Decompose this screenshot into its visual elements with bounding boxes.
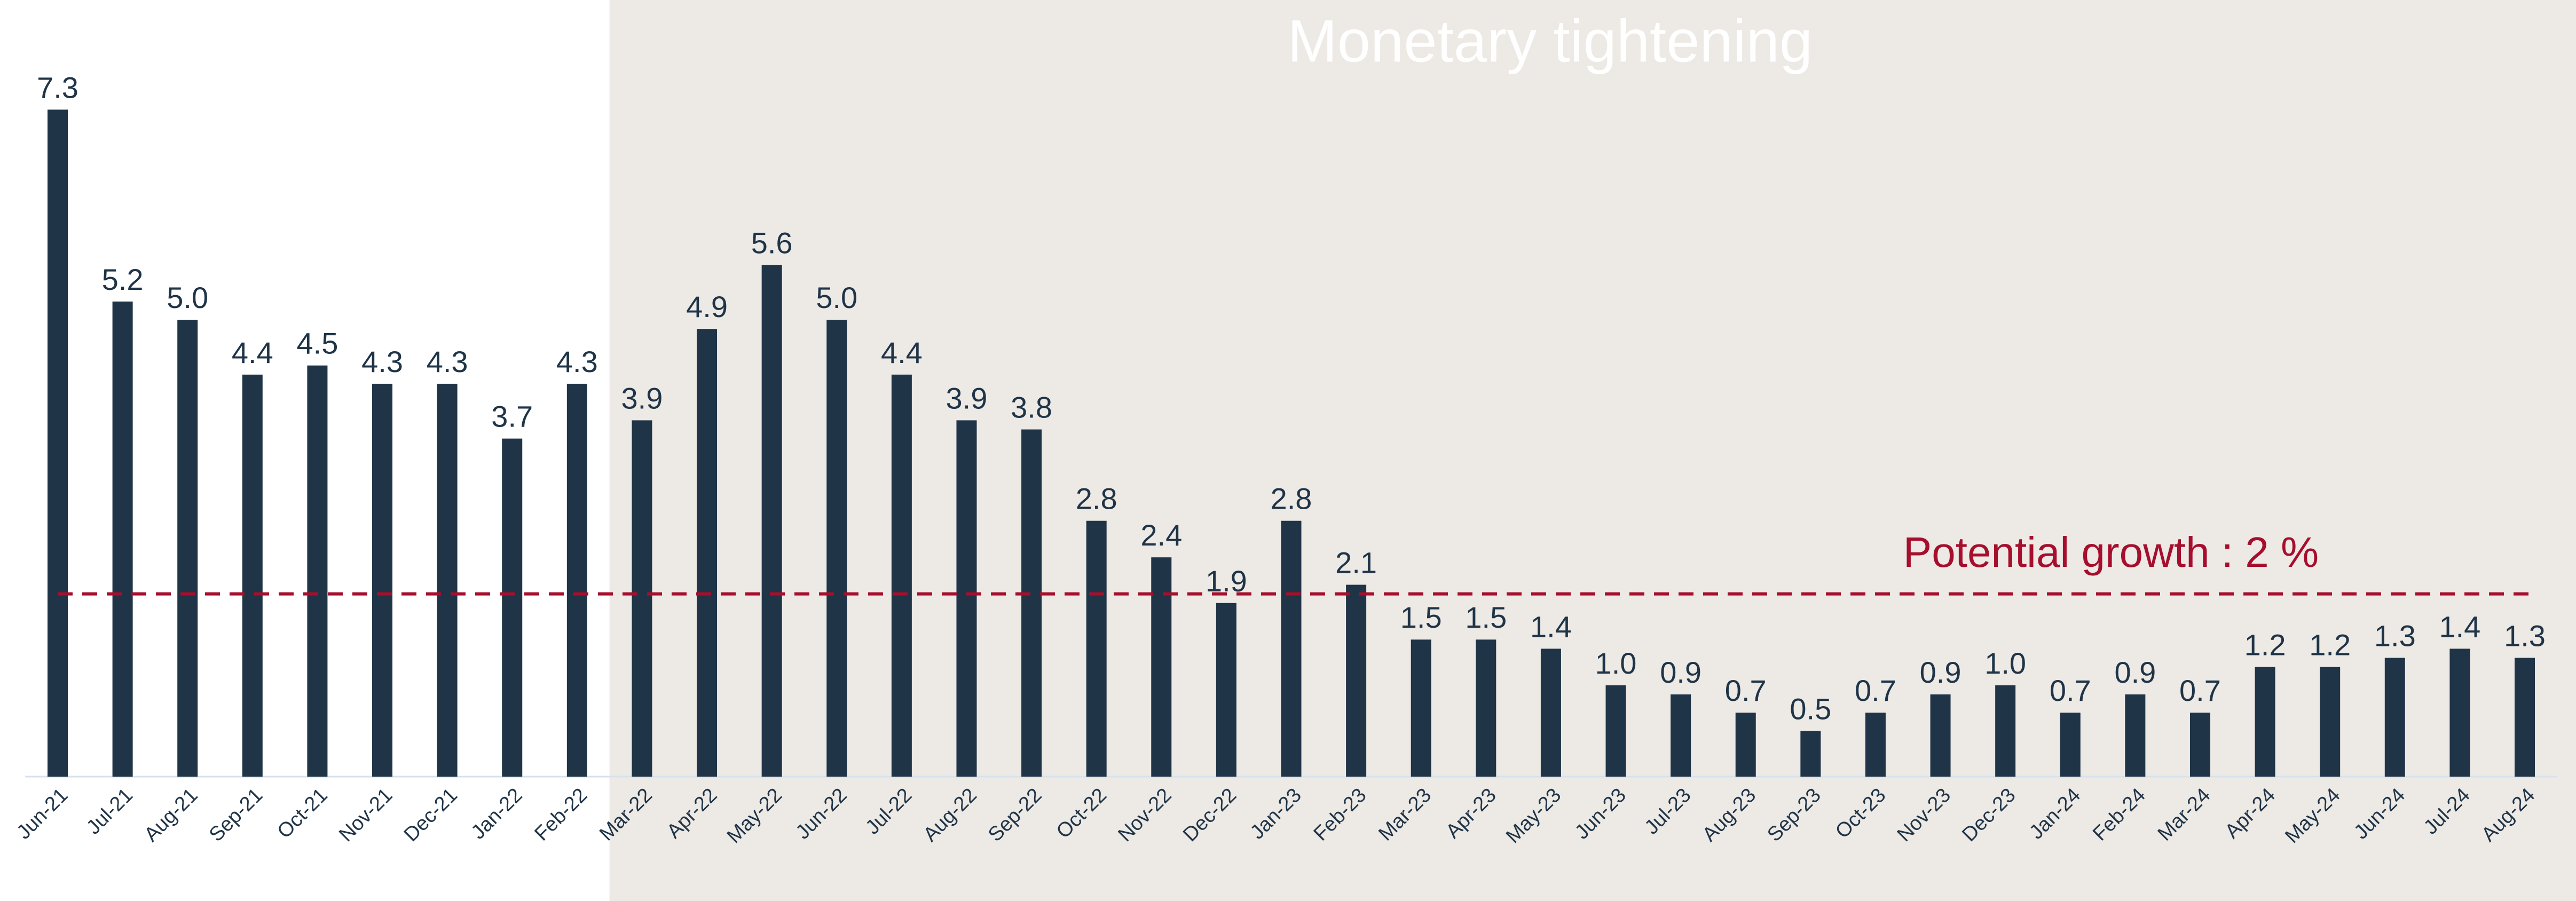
x-tick-label: Jun-21 (13, 784, 73, 844)
data-label: 1.0 (1595, 646, 1637, 680)
data-label: 0.7 (2179, 674, 2221, 707)
data-label: 0.7 (2050, 674, 2091, 707)
reference-line-label: Potential growth : 2 % (1903, 528, 2319, 576)
bar (1476, 639, 1496, 777)
data-label: 0.7 (1855, 674, 1896, 707)
x-tick-label: Jul-21 (82, 784, 137, 839)
data-label: 0.9 (1920, 655, 1961, 689)
data-label: 3.9 (946, 381, 988, 415)
bar (956, 420, 977, 777)
data-label: 4.9 (686, 290, 728, 323)
x-tick-label: Sep-21 (205, 784, 267, 846)
bar (1086, 520, 1107, 777)
data-label: 0.9 (2114, 655, 2156, 689)
bar (1800, 731, 1821, 777)
x-tick-label: Oct-21 (273, 784, 332, 843)
bar (1930, 694, 1951, 777)
bar (502, 438, 523, 777)
shaded-region (609, 0, 2576, 901)
data-label: 1.5 (1465, 600, 1507, 634)
data-label: 2.1 (1335, 546, 1377, 580)
data-label: 0.7 (1725, 674, 1767, 707)
data-label: 2.8 (1076, 482, 1117, 516)
bar (566, 383, 587, 777)
data-label: 4.3 (556, 345, 598, 378)
bar (1865, 713, 1886, 777)
data-label: 4.4 (232, 336, 273, 369)
bar (761, 265, 782, 777)
data-label: 4.5 (296, 327, 338, 360)
bar (1995, 685, 2016, 777)
data-label: 3.7 (491, 400, 533, 433)
bar (1346, 584, 1367, 777)
data-label: 3.9 (621, 381, 663, 415)
data-label: 1.4 (2439, 610, 2480, 643)
bar (48, 109, 68, 777)
bar (2125, 694, 2146, 777)
data-label: 1.2 (2309, 628, 2351, 662)
data-label: 4.3 (361, 345, 403, 378)
data-label: 1.3 (2504, 619, 2546, 652)
bar (1671, 694, 1691, 777)
bar (1411, 639, 1431, 777)
bar (826, 320, 847, 777)
data-label: 1.5 (1400, 600, 1442, 634)
bar (697, 329, 718, 777)
bar (1540, 649, 1561, 777)
data-label: 5.2 (102, 263, 144, 296)
data-label: 7.3 (37, 70, 78, 104)
bar (2060, 713, 2081, 777)
bar (1151, 557, 1172, 777)
x-tick-label: Aug-21 (140, 784, 202, 846)
data-label: 1.4 (1530, 610, 1572, 643)
data-label: 2.4 (1140, 518, 1182, 552)
bar (2384, 658, 2405, 777)
bar (2189, 713, 2210, 777)
data-label: 0.5 (1790, 692, 1831, 725)
data-label: 1.3 (2374, 619, 2416, 652)
bar (632, 420, 652, 777)
bar (2320, 667, 2341, 777)
bar (1605, 685, 1626, 777)
bar (2255, 667, 2275, 777)
x-tick-label: Feb-22 (530, 784, 592, 845)
data-label: 2.8 (1271, 482, 1312, 516)
x-tick-label: Dec-21 (400, 784, 462, 846)
bar (242, 374, 263, 777)
shaded-region-label: Monetary tightening (1287, 8, 1813, 75)
bar (2449, 649, 2470, 777)
bar (112, 301, 133, 777)
data-label: 1.2 (2244, 628, 2286, 662)
bar (2515, 658, 2535, 777)
bar (372, 383, 393, 777)
data-label: 1.9 (1206, 564, 1247, 598)
bar (1281, 520, 1302, 777)
bar (437, 383, 458, 777)
bar (1735, 713, 1756, 777)
data-label: 5.0 (816, 281, 857, 314)
bar (1021, 429, 1042, 777)
data-label: 3.8 (1011, 391, 1052, 424)
x-tick-label: Jan-22 (467, 784, 527, 844)
data-label: 4.3 (427, 345, 468, 378)
data-label: 5.0 (167, 281, 208, 314)
data-label: 4.4 (881, 336, 923, 369)
data-label: 0.9 (1660, 655, 1701, 689)
bar (1216, 603, 1236, 777)
bar (891, 374, 912, 777)
x-tick-label: Nov-21 (335, 784, 397, 846)
data-label: 5.6 (751, 226, 793, 259)
data-label: 1.0 (1984, 646, 2026, 680)
bar (307, 365, 328, 777)
bar (177, 320, 198, 777)
